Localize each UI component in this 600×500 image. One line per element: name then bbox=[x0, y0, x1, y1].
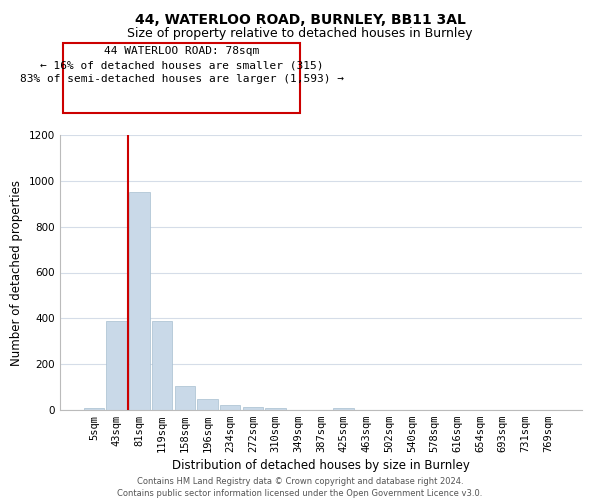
Y-axis label: Number of detached properties: Number of detached properties bbox=[10, 180, 23, 366]
Text: 44 WATERLOO ROAD: 78sqm
← 16% of detached houses are smaller (315)
83% of semi-d: 44 WATERLOO ROAD: 78sqm ← 16% of detache… bbox=[19, 46, 343, 84]
Bar bbox=[334, 408, 354, 410]
Bar bbox=[152, 320, 172, 410]
Bar bbox=[242, 407, 263, 410]
Text: Contains HM Land Registry data © Crown copyright and database right 2024.
Contai: Contains HM Land Registry data © Crown c… bbox=[118, 476, 482, 498]
Bar bbox=[265, 408, 286, 410]
Bar bbox=[106, 320, 127, 410]
Bar bbox=[129, 192, 149, 410]
Text: Size of property relative to detached houses in Burnley: Size of property relative to detached ho… bbox=[127, 28, 473, 40]
Bar bbox=[84, 408, 104, 410]
Bar bbox=[197, 398, 218, 410]
Text: 44, WATERLOO ROAD, BURNLEY, BB11 3AL: 44, WATERLOO ROAD, BURNLEY, BB11 3AL bbox=[134, 12, 466, 26]
Bar bbox=[175, 386, 195, 410]
X-axis label: Distribution of detached houses by size in Burnley: Distribution of detached houses by size … bbox=[172, 460, 470, 472]
Bar bbox=[220, 405, 241, 410]
